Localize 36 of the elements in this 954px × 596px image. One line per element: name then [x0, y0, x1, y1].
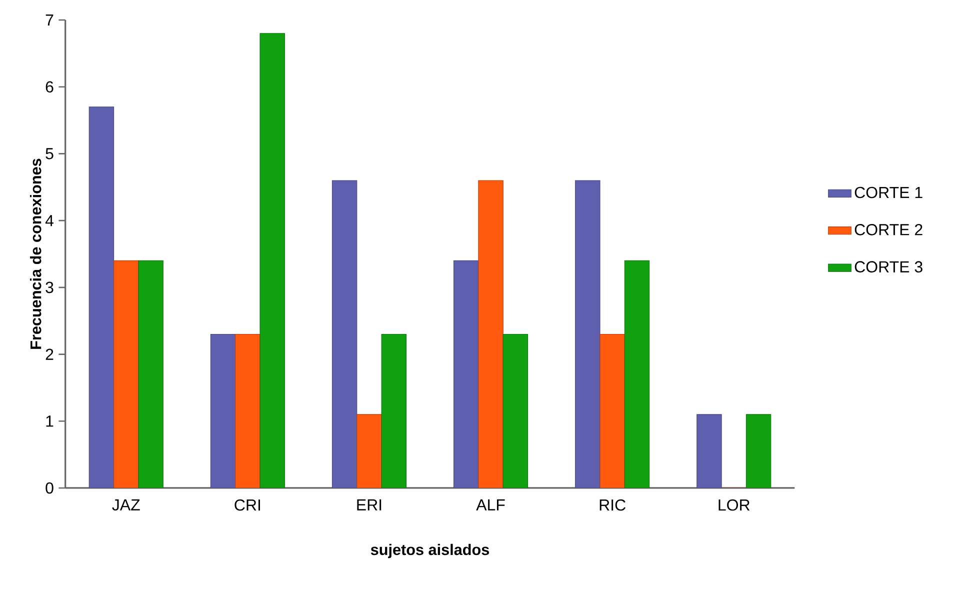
x-tick-label: JAZ — [112, 499, 140, 511]
bar — [210, 334, 236, 488]
bar — [478, 180, 504, 488]
y-tick-label: 1 — [46, 416, 54, 427]
bar — [260, 33, 285, 488]
bar — [114, 260, 139, 488]
bar — [138, 260, 164, 488]
bar — [696, 414, 722, 488]
y-tick-label: 3 — [46, 282, 54, 294]
y-tick-label: 2 — [46, 348, 54, 360]
bar — [600, 334, 625, 488]
bar — [88, 106, 114, 488]
x-tick-label: CRI — [234, 499, 260, 511]
y-tick-label: 6 — [46, 81, 54, 93]
x-tick-label: ALF — [476, 499, 505, 510]
y-tick-label: 0 — [46, 482, 54, 494]
bar — [454, 260, 479, 488]
x-tick-label: ERI — [357, 499, 382, 510]
y-axis-title: Frecuencia de conexiones — [30, 158, 42, 349]
y-tick-label: 5 — [46, 148, 54, 160]
bar — [575, 180, 600, 488]
bar — [332, 180, 358, 488]
legend-label: CORTE 3 — [854, 261, 922, 272]
x-tick-label: RIC — [600, 499, 626, 511]
legend-label: CORTE 1 — [854, 186, 922, 198]
x-tick-label: LOR — [718, 499, 750, 511]
x-axis-title: sujetos aislados — [370, 544, 490, 558]
y-tick-label: 4 — [45, 215, 54, 226]
legend-label: CORTE 2 — [854, 224, 922, 236]
bar — [356, 414, 382, 488]
bar — [624, 260, 650, 488]
bar — [235, 334, 260, 488]
bar — [502, 334, 528, 488]
y-tick-label: 7 — [46, 14, 54, 26]
bar — [381, 334, 406, 488]
bar — [746, 414, 772, 488]
